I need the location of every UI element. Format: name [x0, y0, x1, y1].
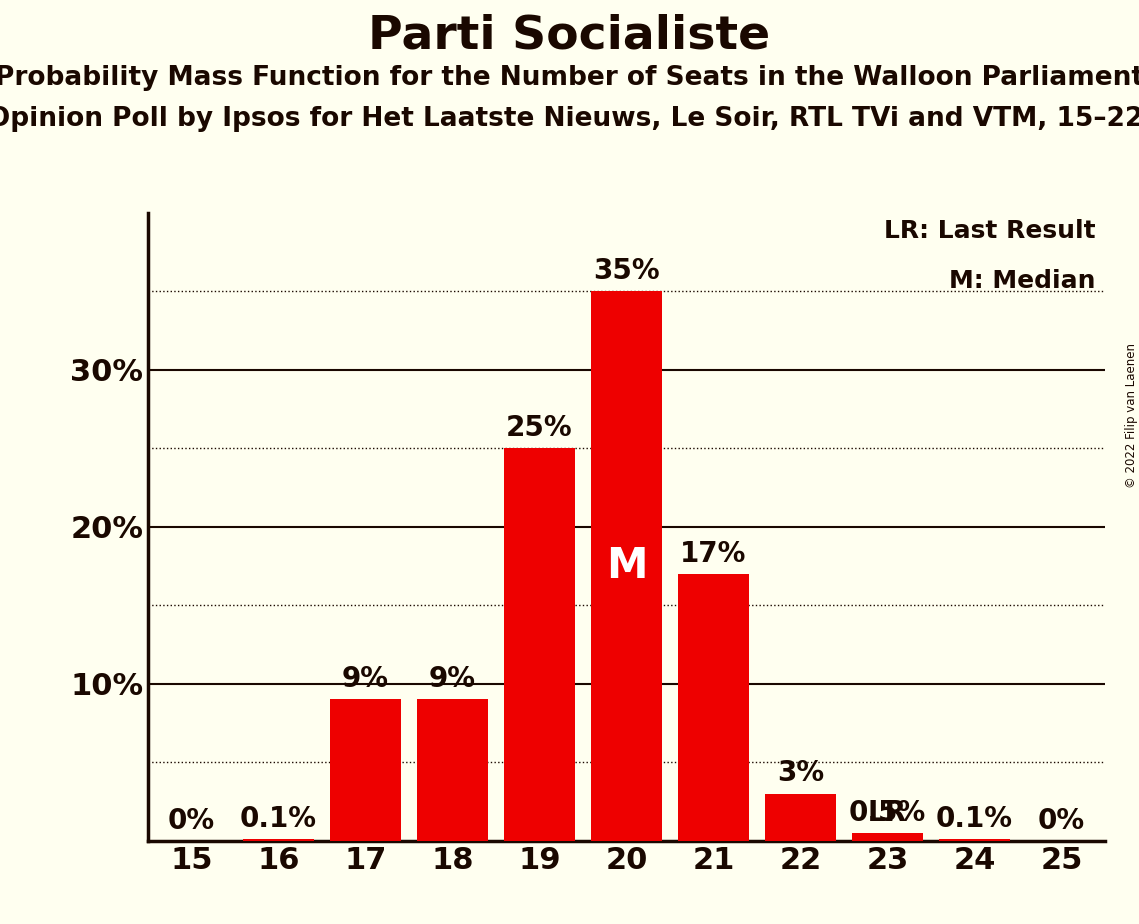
- Text: LR: Last Result: LR: Last Result: [884, 219, 1096, 243]
- Text: on an Opinion Poll by Ipsos for Het Laatste Nieuws, Le Soir, RTL TVi and VTM, 15: on an Opinion Poll by Ipsos for Het Laat…: [0, 106, 1139, 132]
- Text: LR: LR: [868, 798, 907, 827]
- Text: 25%: 25%: [506, 414, 573, 442]
- Text: 35%: 35%: [593, 257, 659, 285]
- Text: © 2022 Filip van Laenen: © 2022 Filip van Laenen: [1124, 344, 1138, 488]
- Text: 0%: 0%: [167, 807, 215, 834]
- Text: 0.1%: 0.1%: [936, 805, 1013, 833]
- Bar: [243, 839, 314, 841]
- Text: 3%: 3%: [777, 760, 823, 787]
- Bar: [330, 699, 401, 841]
- Bar: [939, 839, 1010, 841]
- Text: 0.5%: 0.5%: [849, 798, 926, 827]
- Text: M: Median: M: Median: [949, 269, 1096, 293]
- Text: 9%: 9%: [342, 665, 390, 693]
- Bar: [591, 291, 662, 841]
- Bar: [417, 699, 489, 841]
- Bar: [852, 833, 923, 841]
- Text: 9%: 9%: [429, 665, 476, 693]
- Text: 0%: 0%: [1038, 807, 1085, 834]
- Text: 17%: 17%: [680, 540, 747, 567]
- Text: M: M: [606, 545, 647, 587]
- Text: Probability Mass Function for the Number of Seats in the Walloon Parliament: Probability Mass Function for the Number…: [0, 65, 1139, 91]
- Bar: [503, 448, 575, 841]
- Text: 0.1%: 0.1%: [240, 805, 317, 833]
- Bar: [678, 574, 749, 841]
- Text: Parti Socialiste: Parti Socialiste: [368, 14, 771, 59]
- Bar: [764, 794, 836, 841]
